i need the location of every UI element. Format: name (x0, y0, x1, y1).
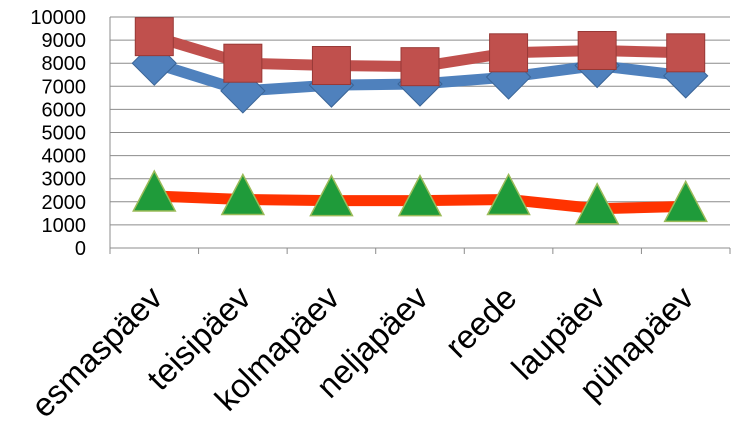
data-point-square (489, 33, 529, 73)
x-tick-label: esmaspäev (24, 278, 170, 424)
y-tick-label: 10000 (30, 7, 86, 29)
y-tick-label: 2000 (42, 192, 87, 214)
data-point-triangle (663, 179, 708, 223)
y-tick-label: 4000 (42, 146, 87, 168)
data-point-triangle (574, 182, 620, 225)
y-axis: 0100020003000400050006000700080009000100… (30, 7, 111, 260)
data-point-square (577, 30, 617, 70)
y-tick-label: 1000 (42, 215, 87, 237)
data-point-square (311, 46, 351, 86)
data-point-square (400, 47, 440, 87)
y-tick-label: 9000 (42, 30, 87, 52)
series-3 (132, 169, 708, 225)
data-point-square (223, 43, 263, 83)
series-layer (131, 17, 709, 225)
data-point-triangle (486, 172, 531, 216)
data-point-square (134, 17, 174, 57)
data-point-triangle (132, 169, 177, 212)
y-tick-label: 6000 (42, 99, 87, 121)
y-tick-label: 0 (75, 238, 86, 260)
y-tick-label: 8000 (42, 53, 87, 75)
data-point-triangle (309, 174, 354, 217)
data-point-square (666, 33, 706, 73)
data-point-triangle (397, 174, 443, 217)
y-tick-label: 5000 (42, 123, 87, 145)
data-point-triangle (220, 172, 266, 216)
series-2 (134, 17, 706, 87)
y-tick-label: 7000 (42, 76, 87, 98)
x-tick-label: reede (438, 279, 524, 365)
y-tick-label: 3000 (42, 169, 87, 191)
